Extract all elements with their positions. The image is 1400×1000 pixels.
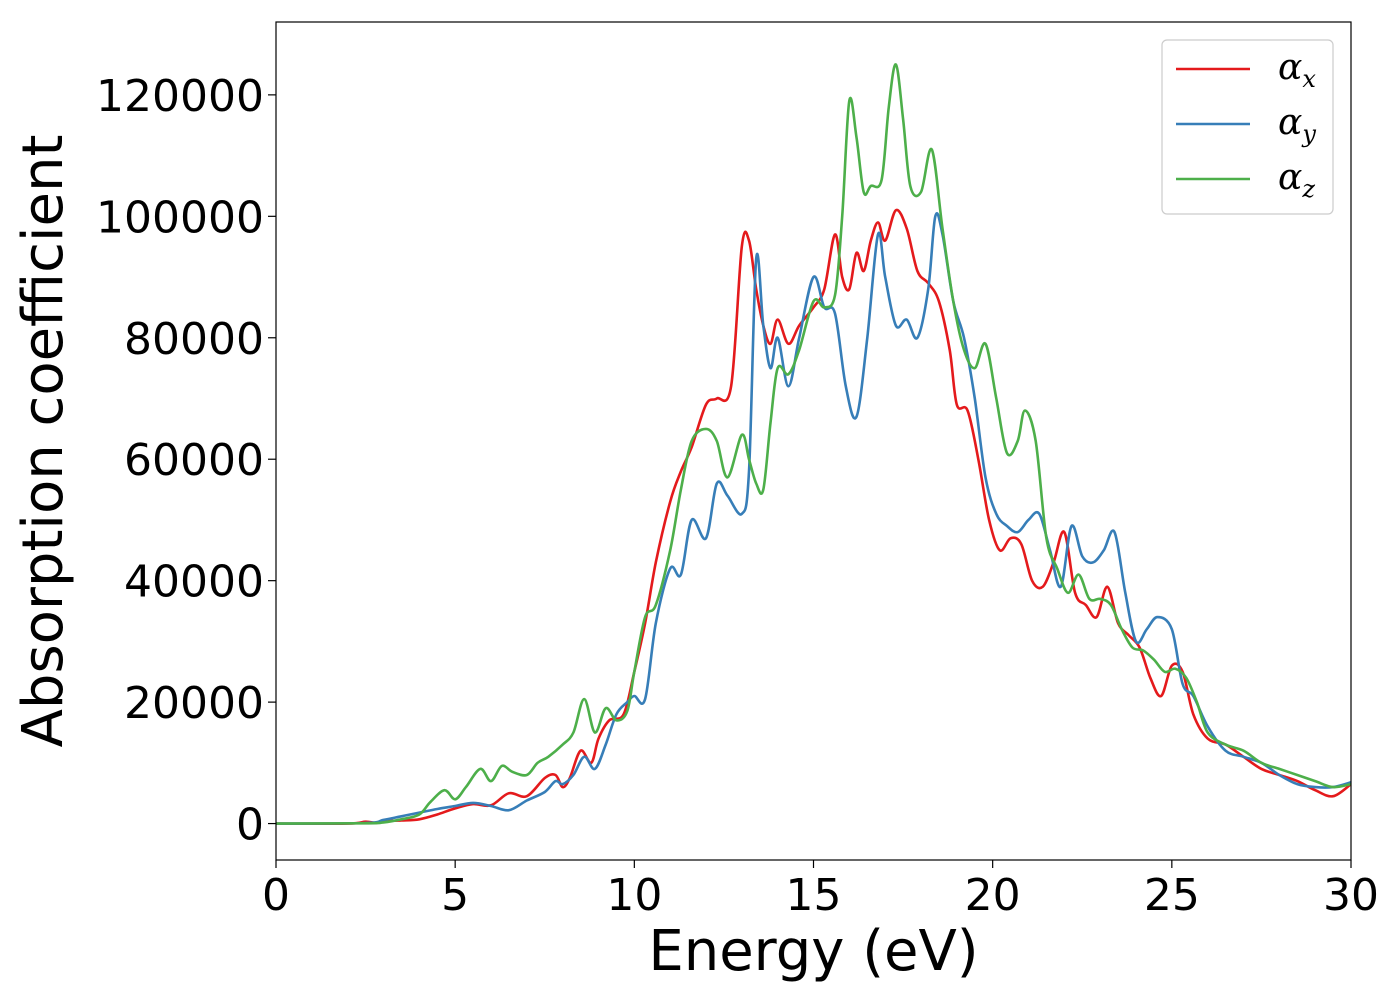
y-tick-label: 0 xyxy=(236,800,264,851)
series-line-y xyxy=(276,212,1351,825)
series-line-z xyxy=(276,63,1351,825)
legend-label: αz xyxy=(1278,157,1315,203)
x-tick-label: 25 xyxy=(1144,870,1200,921)
legend: αx αy αz xyxy=(1161,39,1334,215)
x-axis-label: Energy (eV) xyxy=(648,919,978,984)
series-layer xyxy=(276,63,1351,826)
legend-item-z: αz xyxy=(1176,157,1315,203)
y-tick-label: 120000 xyxy=(96,71,264,122)
legend-label: αx xyxy=(1278,47,1316,93)
x-tick-label: 30 xyxy=(1323,870,1379,921)
y-tick-label: 20000 xyxy=(124,678,264,729)
x-tick-label: 0 xyxy=(262,870,290,921)
y-tick-label: 60000 xyxy=(124,435,264,486)
legend-item-y: αy xyxy=(1176,102,1316,148)
x-tick-label: 15 xyxy=(786,870,842,921)
y-tick-label: 40000 xyxy=(124,557,264,608)
x-tick-label: 10 xyxy=(606,870,662,921)
y-axis-ticks: 0 20000 40000 60000 80000 100000 120000 xyxy=(96,71,276,851)
y-tick-label: 80000 xyxy=(124,314,264,365)
x-tick-label: 20 xyxy=(965,870,1021,921)
y-axis-label: Absorption coefficient xyxy=(11,135,76,748)
legend-item-x: αx xyxy=(1176,47,1316,93)
legend-label: αy xyxy=(1278,102,1316,148)
x-axis-ticks: 0 5 10 15 20 25 30 xyxy=(262,860,1379,921)
x-tick-label: 5 xyxy=(441,870,469,921)
y-tick-label: 100000 xyxy=(96,192,264,243)
legend-box xyxy=(1161,39,1334,215)
